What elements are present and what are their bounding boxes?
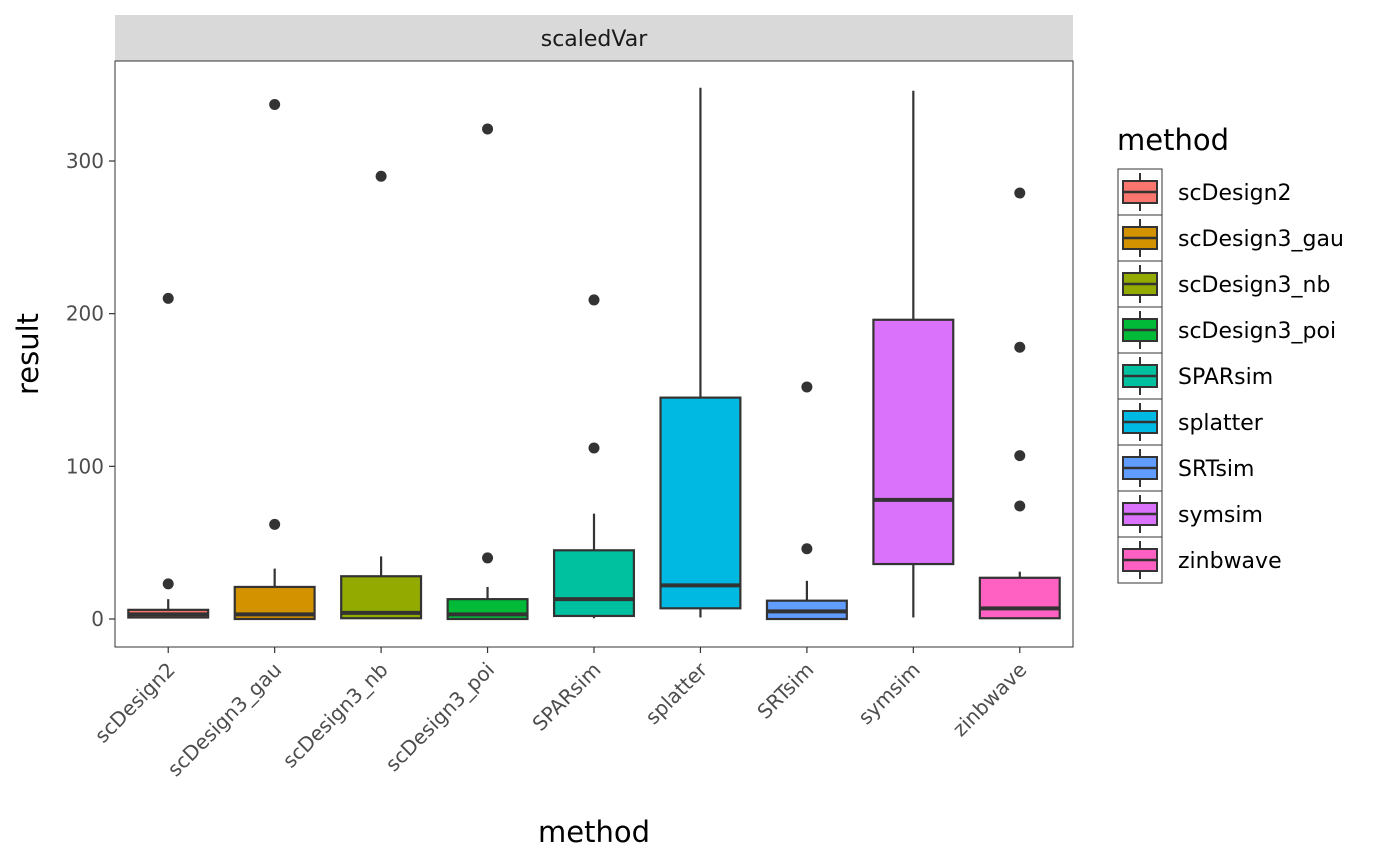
box-iqr bbox=[872, 318, 955, 566]
x-tick-label: splatter bbox=[640, 657, 712, 729]
x-tick-label: scDesign2 bbox=[90, 658, 180, 748]
box-iqr bbox=[552, 549, 636, 618]
legend-item: SPARsim bbox=[1117, 352, 1273, 400]
outlier-point bbox=[269, 99, 281, 111]
box-SPARsim bbox=[552, 294, 636, 619]
x-tick-label: SPARsim bbox=[527, 658, 605, 736]
outlier-point bbox=[162, 292, 174, 304]
legend-label: scDesign2 bbox=[1178, 181, 1292, 206]
box-splatter bbox=[659, 87, 742, 618]
box-scDesign3_nb bbox=[340, 170, 423, 620]
box-iqr bbox=[978, 576, 1061, 620]
outlier-point bbox=[1014, 187, 1026, 199]
strip-label: scaledVar bbox=[541, 27, 648, 52]
box-iqr bbox=[659, 396, 742, 610]
legend-label: scDesign3_poi bbox=[1178, 319, 1336, 344]
y-tick-label: 300 bbox=[66, 149, 104, 173]
y-axis: 0 100 200 300 bbox=[66, 149, 115, 631]
x-tick-label: symsim bbox=[853, 658, 925, 730]
y-tick-label: 200 bbox=[66, 302, 104, 326]
legend-label: splatter bbox=[1178, 411, 1264, 436]
legend-item: scDesign3_gau bbox=[1117, 214, 1344, 262]
outlier-point bbox=[375, 170, 387, 182]
box-scDesign2 bbox=[127, 292, 210, 619]
outlier-point bbox=[588, 294, 600, 306]
x-axis-title: method bbox=[538, 815, 650, 849]
legend: method scDesign2 scDesign3_gau scDesign3_n… bbox=[1117, 123, 1344, 584]
legend-item: SRTsim bbox=[1117, 444, 1254, 492]
x-tick-label: scDesign3_gau bbox=[163, 658, 287, 782]
boxes-layer bbox=[127, 87, 1061, 621]
legend-label: symsim bbox=[1178, 503, 1263, 528]
legend-label: scDesign3_nb bbox=[1178, 273, 1330, 298]
legend-label: scDesign3_gau bbox=[1178, 227, 1344, 252]
legend-item: splatter bbox=[1117, 398, 1264, 446]
box-scDesign3_gau bbox=[233, 99, 316, 621]
outlier-point bbox=[1014, 500, 1026, 512]
box-zinbwave bbox=[978, 187, 1061, 620]
outlier-point bbox=[482, 552, 494, 564]
legend-item: scDesign3_poi bbox=[1117, 306, 1336, 354]
outlier-point bbox=[801, 381, 813, 393]
box-SRTsim bbox=[765, 381, 848, 621]
legend-title: method bbox=[1117, 123, 1229, 157]
legend-item: zinbwave bbox=[1117, 536, 1282, 584]
legend-item: scDesign2 bbox=[1117, 168, 1292, 216]
legend-label: SPARsim bbox=[1178, 365, 1273, 390]
x-tick-label: zinbwave bbox=[948, 658, 1032, 742]
x-tick-label: scDesign3_nb bbox=[278, 658, 393, 773]
x-tick-label: scDesign3_poi bbox=[381, 658, 500, 777]
outlier-point bbox=[588, 442, 600, 454]
strip-background bbox=[115, 15, 1073, 61]
outlier-point bbox=[801, 543, 813, 555]
outlier-point bbox=[162, 578, 174, 590]
legend-label: zinbwave bbox=[1178, 549, 1282, 574]
outlier-point bbox=[482, 123, 494, 135]
outlier-point bbox=[1014, 450, 1026, 462]
y-tick-label: 100 bbox=[66, 454, 104, 478]
legend-item: scDesign3_nb bbox=[1117, 260, 1330, 308]
x-axis: scDesign2scDesign3_gauscDesign3_nbscDesi… bbox=[90, 647, 1032, 782]
legend-label: SRTsim bbox=[1178, 457, 1254, 482]
x-tick-label: SRTsim bbox=[752, 658, 818, 724]
legend-item: symsim bbox=[1117, 490, 1263, 538]
box-scDesign3_poi bbox=[446, 123, 529, 621]
outlier-point bbox=[1014, 341, 1026, 353]
box-symsim bbox=[872, 90, 955, 618]
y-tick-label: 0 bbox=[91, 607, 104, 631]
y-axis-title: result bbox=[11, 313, 45, 395]
outlier-point bbox=[269, 518, 281, 530]
